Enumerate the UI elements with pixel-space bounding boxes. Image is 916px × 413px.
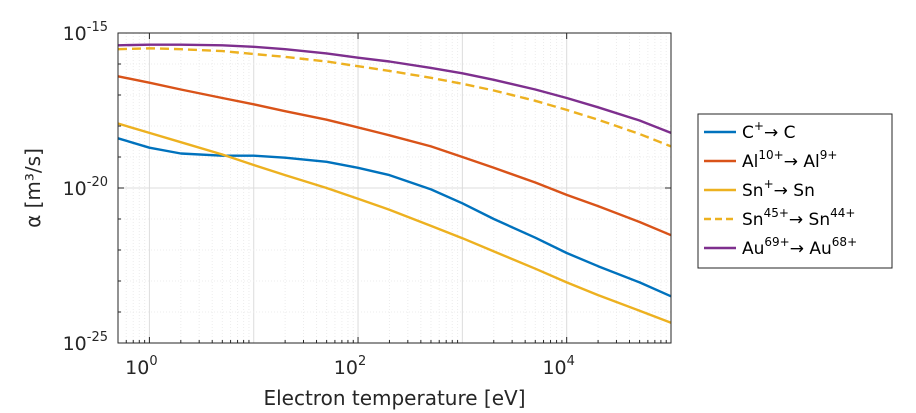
x-tick-label: 104 — [542, 354, 574, 379]
legend: C+→ C Al10+→ Al9+ Sn+→ Sn Sn45+→ Sn44+ Au69+… — [697, 113, 893, 269]
axes: 100 102 104 10-25 10-20 10-15 Electron tempera… — [21, 20, 672, 410]
legend-label: C+→ C — [742, 119, 795, 143]
y-tick-label: 10-20 — [63, 175, 108, 200]
legend-label: Sn+→ Sn — [742, 177, 815, 201]
series-line-4 — [117, 43, 672, 135]
series-lines — [117, 43, 672, 324]
y-axis-title: α [m³/s] — [21, 148, 45, 228]
legend-item: Sn45+→ Sn44+ — [704, 206, 855, 230]
legend-item: Au69+→ Au68+ — [704, 235, 857, 259]
legend-label: Sn45+→ Sn44+ — [742, 206, 855, 230]
series-line-3 — [117, 47, 672, 148]
series-line-1 — [117, 75, 672, 237]
legend-item: C+→ C — [704, 119, 795, 143]
legend-label: Al10+→ Al9+ — [742, 148, 837, 172]
legend-item: Al10+→ Al9+ — [704, 148, 837, 172]
y-tick-label: 10-25 — [63, 330, 108, 355]
x-tick-label: 100 — [125, 354, 157, 379]
x-axis-title: Electron temperature [eV] — [263, 386, 525, 410]
plot-area — [117, 32, 672, 344]
y-tick-label: 10-15 — [63, 20, 108, 45]
series-line-2 — [117, 122, 672, 324]
series-line-0 — [117, 137, 672, 298]
legend-label: Au69+→ Au68+ — [742, 235, 857, 259]
x-tick-label: 102 — [334, 354, 366, 379]
legend-item: Sn+→ Sn — [704, 177, 815, 201]
